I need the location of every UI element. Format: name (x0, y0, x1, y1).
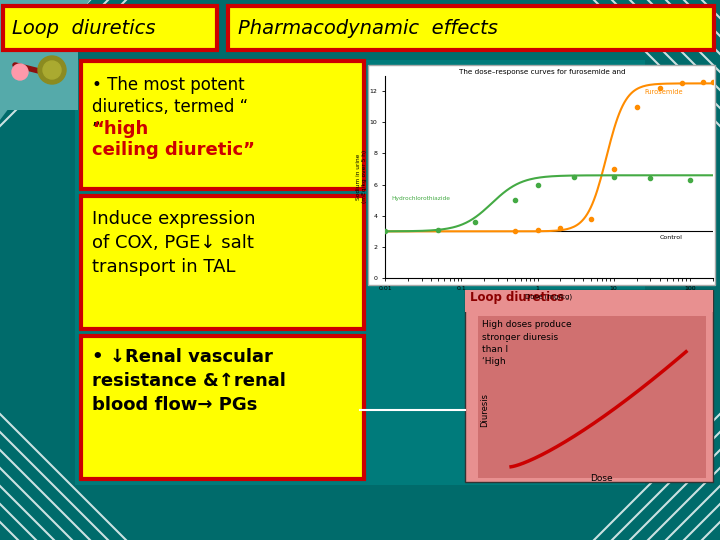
Bar (75, 60, 645, 485)
FancyBboxPatch shape (3, 6, 217, 50)
Text: • ↓Renal vascular: • ↓Renal vascular (92, 348, 273, 366)
Text: Hydrochlorothiazide: Hydrochlorothiazide (391, 196, 450, 201)
FancyBboxPatch shape (81, 336, 364, 479)
Text: diuretics, termed “: diuretics, termed “ (92, 98, 248, 116)
Bar (478, 316, 706, 478)
Text: “high: “high (92, 120, 148, 138)
Text: Loop diuretics: Loop diuretics (470, 292, 564, 305)
Text: ”: ” (92, 121, 101, 139)
Text: Furosemide: Furosemide (644, 89, 683, 95)
Bar (465, 290, 713, 312)
Text: Loop  diuretics: Loop diuretics (12, 18, 156, 37)
Circle shape (38, 56, 66, 84)
Text: ceiling diuretic”: ceiling diuretic” (92, 141, 255, 159)
Bar (368, 65, 715, 285)
Text: The dose–response curves for furosemide and
hydrochlorothiazide, showing differe: The dose–response curves for furosemide … (459, 69, 625, 91)
Text: transport in TAL: transport in TAL (92, 258, 235, 276)
X-axis label: Dose (mg/kg): Dose (mg/kg) (526, 294, 572, 300)
Text: resistance &↑renal: resistance &↑renal (92, 372, 286, 390)
Text: Pharmacodynamic  effects: Pharmacodynamic effects (238, 18, 498, 37)
Bar (0, 20, 78, 110)
Circle shape (43, 61, 61, 79)
Text: of COX, PGE↓ salt: of COX, PGE↓ salt (92, 234, 254, 252)
Text: High doses produce
stronger diuresis
than low doses
‘High ceiling’: High doses produce stronger diuresis tha… (482, 320, 572, 367)
Polygon shape (0, 0, 90, 120)
Bar (465, 290, 713, 482)
Text: blood flow→ PGs: blood flow→ PGs (92, 396, 257, 414)
Y-axis label: Sodium in urine
(mEq/kg over 5 h): Sodium in urine (mEq/kg over 5 h) (356, 150, 367, 204)
FancyBboxPatch shape (81, 196, 364, 329)
Text: Diuresis: Diuresis (480, 393, 490, 427)
Text: • The most potent: • The most potent (92, 76, 245, 94)
FancyBboxPatch shape (228, 6, 714, 50)
FancyBboxPatch shape (81, 61, 364, 189)
Text: Control: Control (660, 235, 683, 240)
X-axis label: Dose: Dose (590, 474, 613, 483)
Circle shape (12, 64, 28, 80)
Text: Induce expression: Induce expression (92, 210, 256, 228)
